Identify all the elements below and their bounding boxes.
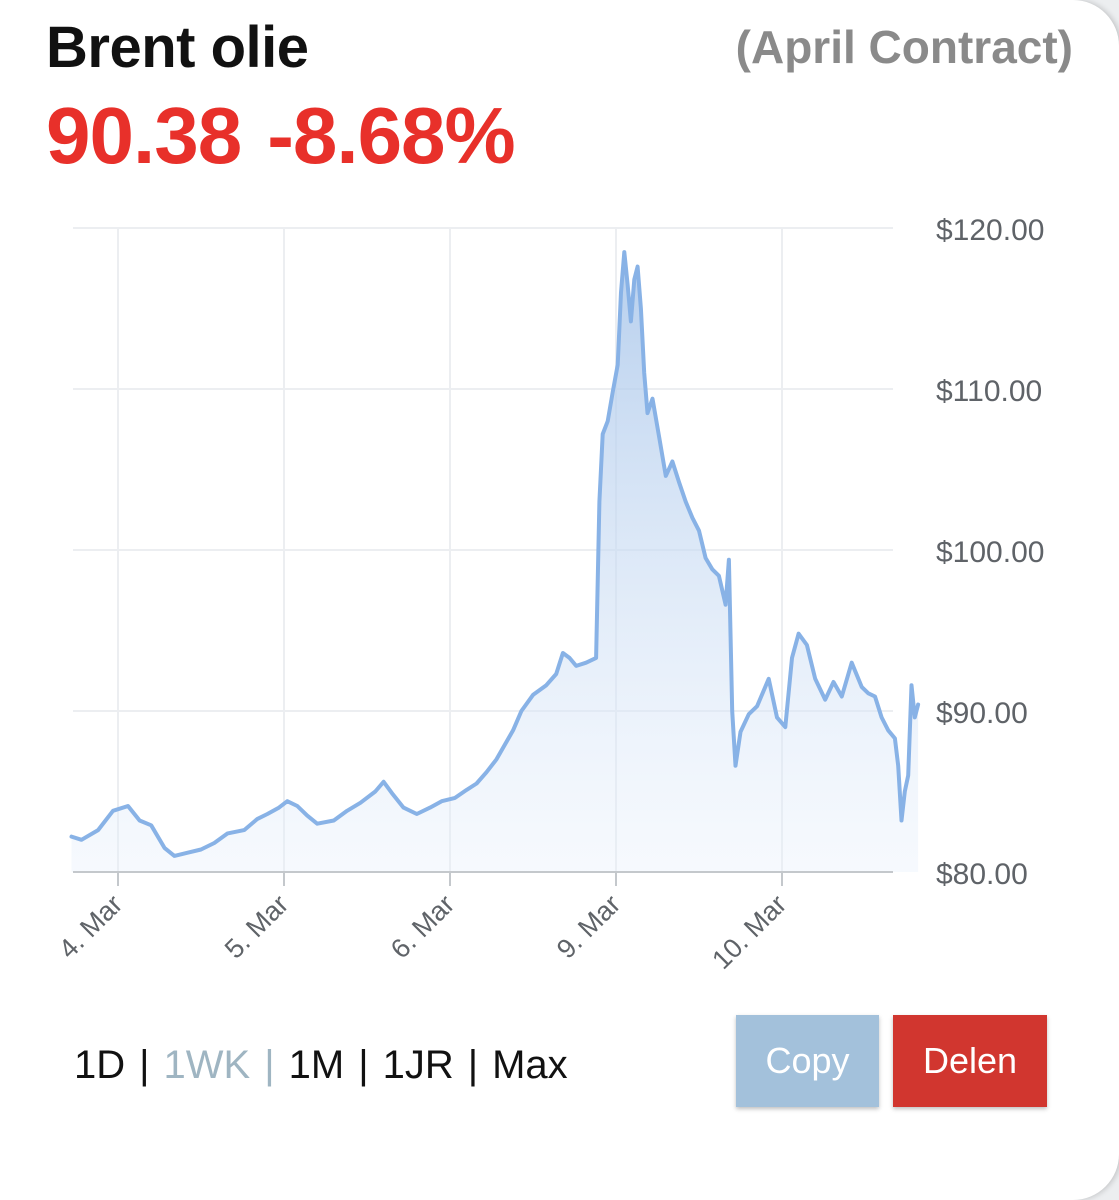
price-change: -8.68% <box>267 91 515 180</box>
period-separator: | <box>264 1043 275 1087</box>
y-axis-labels: $120.00 $110.00 $100.00 $90.00 $80.00 <box>936 214 1044 891</box>
chart-title: Brent olie <box>46 15 309 80</box>
period-1jr[interactable]: 1JR <box>382 1043 454 1087</box>
x-axis-ticks: 4. Mar 5. Mar 6. Mar 9. Mar 10. Mar <box>53 872 792 975</box>
copy-button[interactable]: Copy <box>736 1015 879 1107</box>
period-1d[interactable]: 1D <box>74 1043 126 1087</box>
x-tick-label: 5. Mar <box>219 889 294 964</box>
quote: 90.38 -8.68% <box>46 90 516 182</box>
price-line <box>69 250 921 858</box>
period-max[interactable]: Max <box>492 1043 568 1087</box>
y-tick-label: $90.00 <box>936 697 1028 730</box>
price-area <box>71 252 919 873</box>
period-separator: | <box>358 1043 369 1087</box>
contract-label: (April Contract) <box>735 21 1073 73</box>
price-value: 90.38 <box>46 91 242 180</box>
period-selector: 1D | 1WK | 1M | 1JR | Max <box>74 1043 568 1088</box>
period-1wk[interactable]: 1WK <box>163 1043 251 1087</box>
x-tick-label: 4. Mar <box>53 889 128 964</box>
y-tick-label: $110.00 <box>936 375 1042 408</box>
horizontal-gridlines <box>73 227 893 712</box>
y-tick-label: $120.00 <box>936 214 1044 247</box>
period-separator: | <box>139 1043 150 1087</box>
y-tick-label: $100.00 <box>936 536 1044 569</box>
price-chart: 4. Mar 5. Mar 6. Mar 9. Mar 10. Mar $120.00$… <box>53 214 1045 975</box>
period-1m[interactable]: 1M <box>288 1043 345 1087</box>
share-button[interactable]: Delen <box>893 1015 1047 1107</box>
x-tick-label: 6. Mar <box>385 889 460 964</box>
x-tick-label: 9. Mar <box>551 889 626 964</box>
period-separator: | <box>467 1043 479 1087</box>
y-tick-label: $80.00 <box>936 858 1028 891</box>
x-tick-label: 10. Mar <box>706 889 792 975</box>
